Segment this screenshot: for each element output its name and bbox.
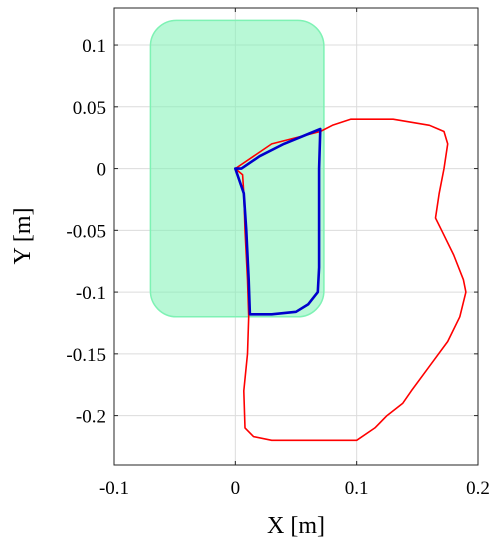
- x-axis-ticks: -0.1 0 0.1 0.2: [99, 8, 490, 499]
- x-tick-label: -0.1: [99, 478, 129, 499]
- y-tick-label: -0.1: [76, 283, 106, 304]
- series-lines: [234, 118, 467, 442]
- x-tick-label: 0.2: [466, 478, 490, 499]
- y-tick-label: -0.2: [76, 407, 106, 428]
- y-tick-label: 0: [97, 160, 107, 181]
- plot-frame: [113, 7, 479, 466]
- x-tick-label: 0.1: [345, 478, 369, 499]
- y-axis-ticks: 0.1 0.05 0 -0.05 -0.1 -0.15 -0.2: [66, 36, 478, 428]
- y-tick-label: 0.1: [82, 36, 106, 57]
- x-tick-label: 0: [231, 478, 241, 499]
- y-tick-label: 0.05: [73, 98, 106, 119]
- y-tick-label: -0.15: [66, 345, 106, 366]
- blue-trajectory-line: [234, 127, 322, 316]
- red-trajectory-line: [234, 118, 467, 442]
- x-axis-title: X [m]: [267, 513, 325, 539]
- y-axis-title: Y [m]: [10, 207, 36, 264]
- y-tick-label: -0.05: [66, 221, 106, 242]
